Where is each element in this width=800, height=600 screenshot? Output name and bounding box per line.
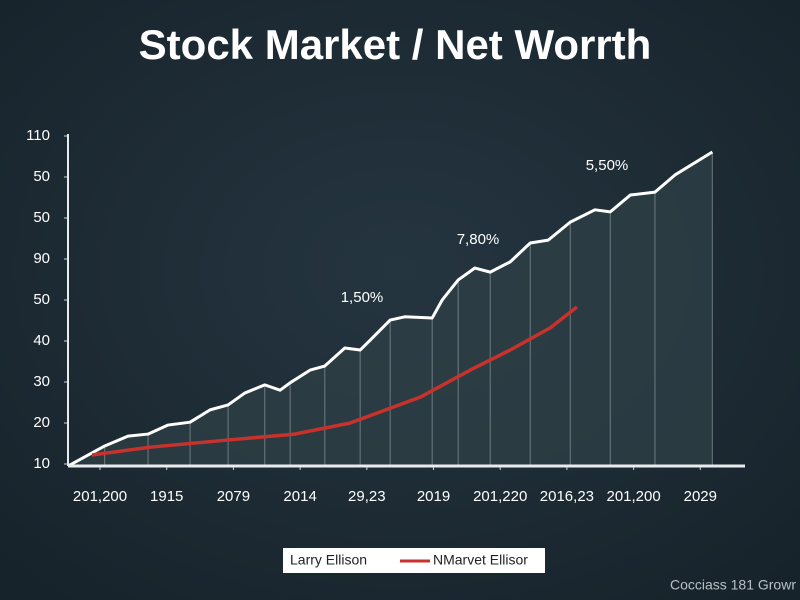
x-tick-label: 201,220 xyxy=(473,488,527,505)
y-tick-label: 50 xyxy=(33,209,50,226)
annotation: 5,50% xyxy=(586,157,629,174)
x-tick-label: 29,23 xyxy=(348,488,386,505)
y-tick-label: 50 xyxy=(33,291,50,308)
x-tick-label: 2029 xyxy=(684,488,717,505)
y-tick-label: 50 xyxy=(33,168,50,185)
x-tick-label: 2014 xyxy=(283,488,316,505)
x-tick-label: 201,200 xyxy=(606,488,660,505)
x-tick-label: 2019 xyxy=(417,488,450,505)
legend-label: NMarvet Ellisor xyxy=(433,552,528,568)
y-tick-label: 40 xyxy=(33,332,50,349)
area xyxy=(68,151,713,467)
legend-label: Larry Ellison xyxy=(290,552,367,568)
y-tick-label: 30 xyxy=(33,373,50,390)
x-tick-label: 201,200 xyxy=(73,488,127,505)
y-tick-label: 10 xyxy=(33,455,50,472)
annotation: 1,50% xyxy=(341,289,384,306)
y-tick-label: 90 xyxy=(33,250,50,267)
line xyxy=(67,150,714,468)
y-tick-label: 20 xyxy=(33,414,50,431)
y-tick-label: 110 xyxy=(26,127,50,144)
x-tick-label: 2016,23 xyxy=(540,488,594,505)
x-tick-label: 1915 xyxy=(150,488,183,505)
x-tick-label: 2079 xyxy=(217,488,250,505)
annotation: 7,80% xyxy=(457,231,500,248)
chart-title: Stock Market / Net Worrth xyxy=(139,21,652,68)
footer: Cocciass 181 Growr xyxy=(670,577,796,593)
line xyxy=(91,305,578,457)
